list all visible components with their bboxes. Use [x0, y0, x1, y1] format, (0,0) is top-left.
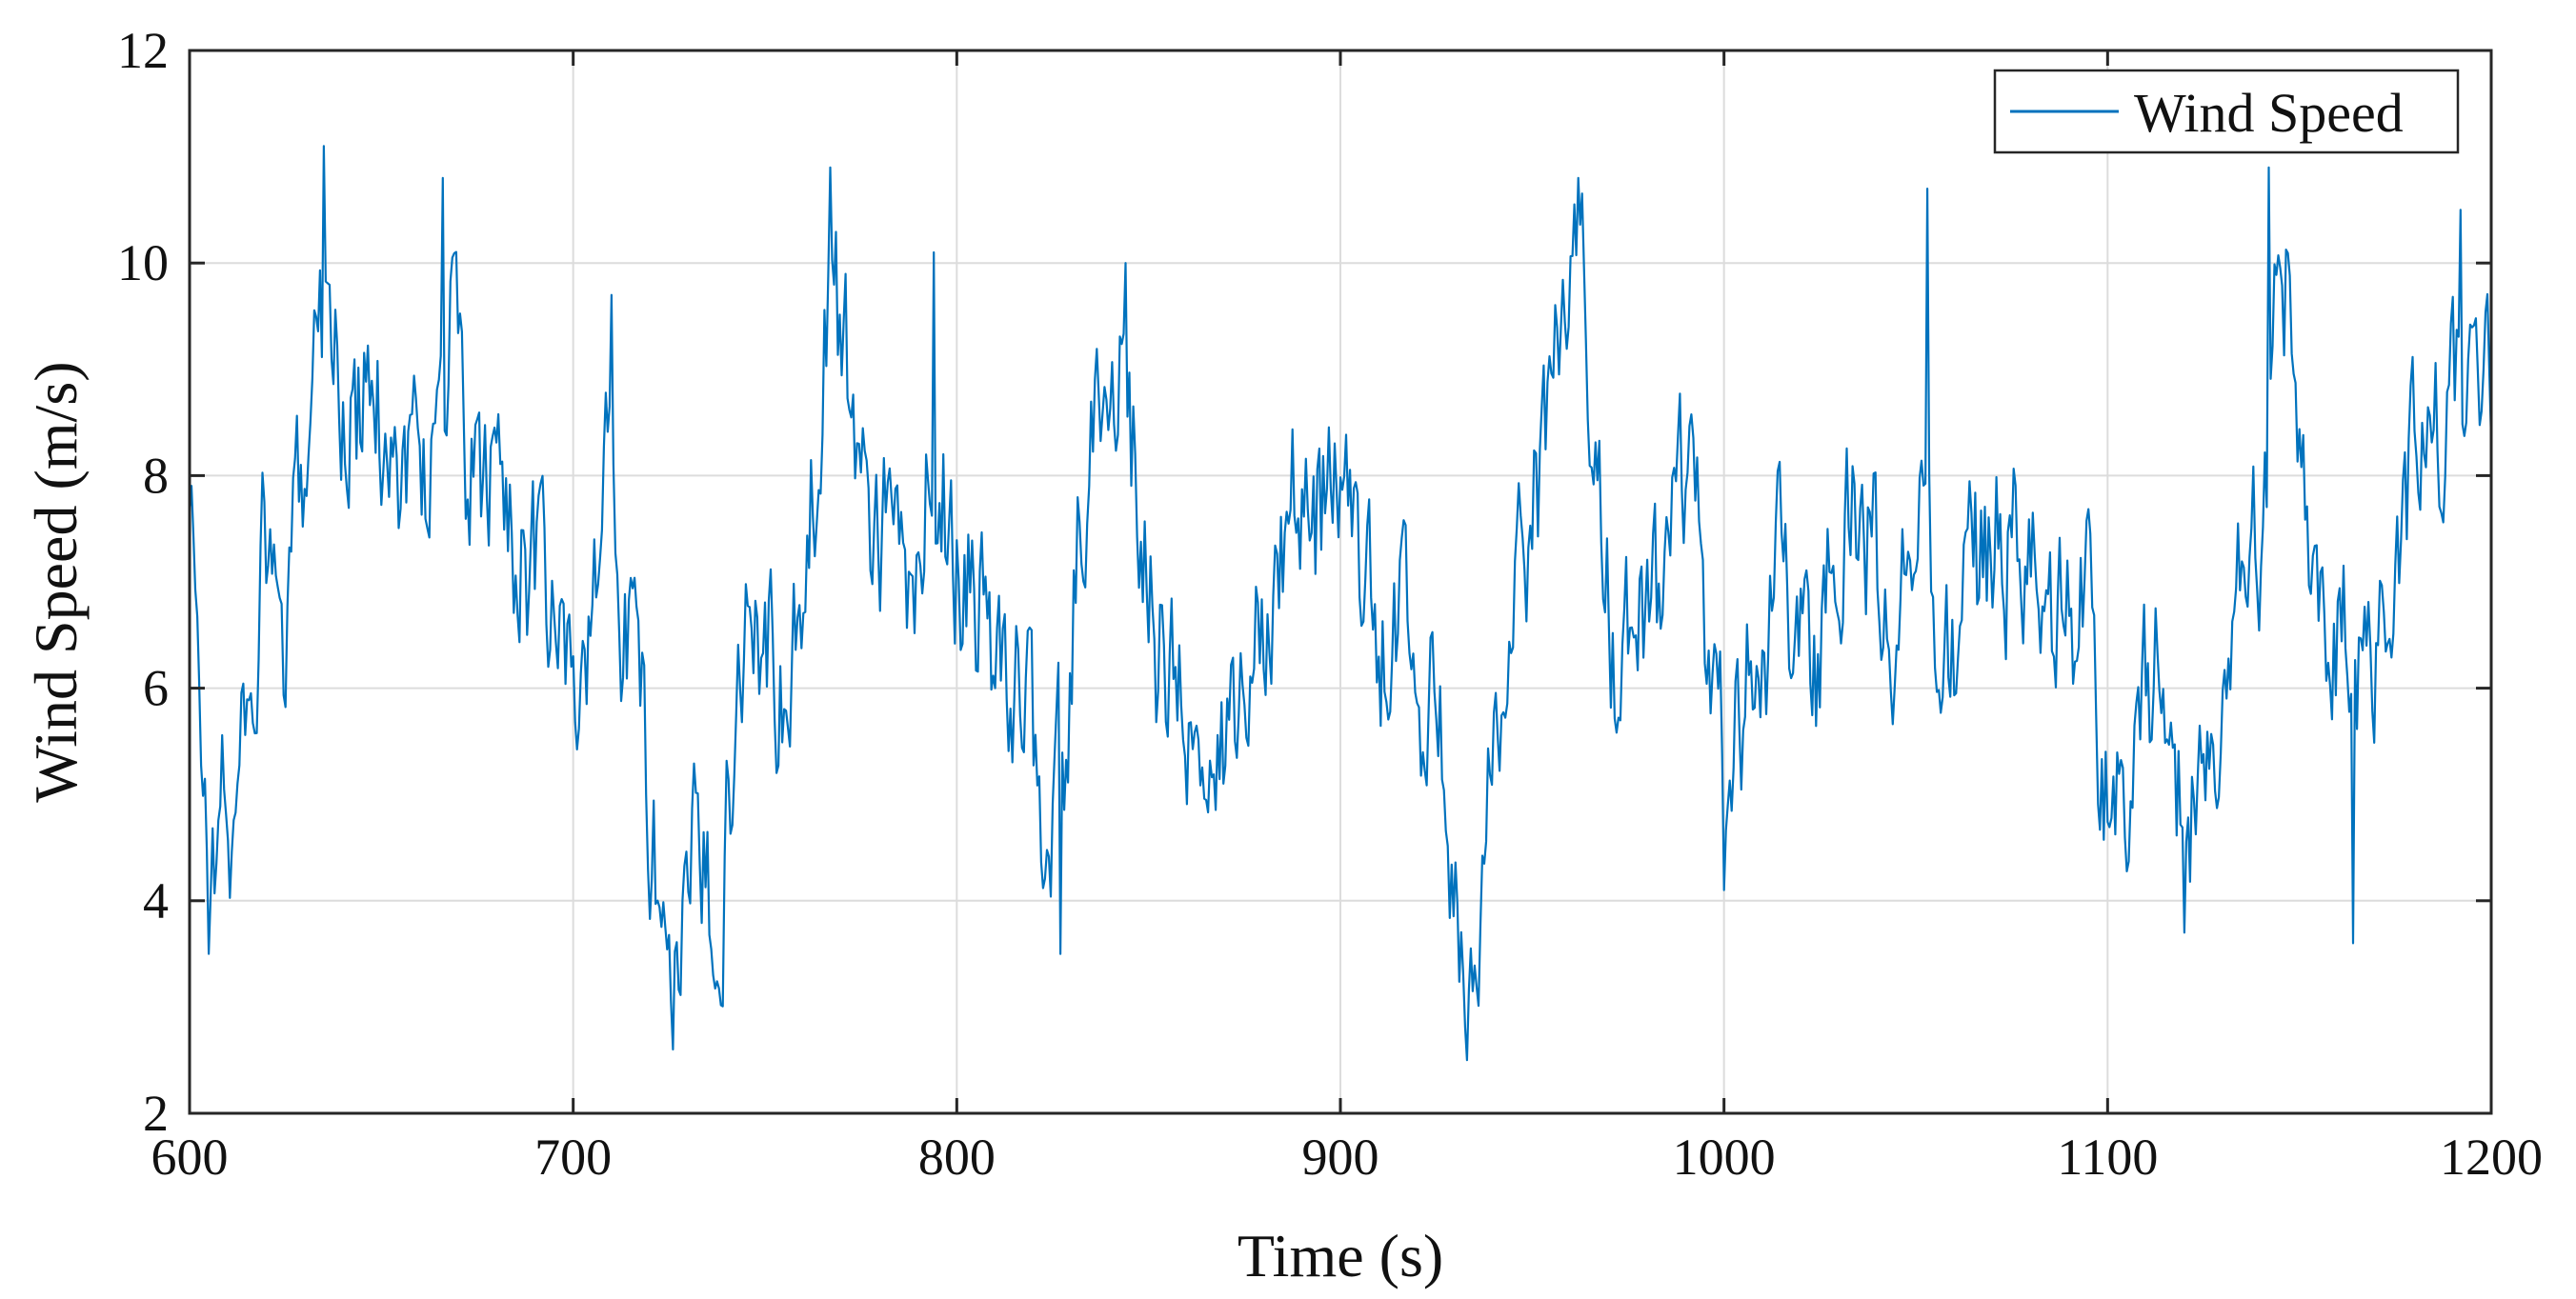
y-tick-label: 4	[143, 872, 169, 929]
x-tick-label: 1000	[1673, 1129, 1776, 1186]
axis-ticks	[188, 49, 2493, 1115]
x-axis-label: Time (s)	[1238, 1222, 1443, 1289]
x-tick-label: 800	[918, 1129, 996, 1186]
y-tick-label: 2	[143, 1085, 169, 1142]
legend-label-wind-speed: Wind Speed	[2134, 82, 2404, 144]
y-axis-label: Wind Speed (m/s)	[22, 361, 90, 802]
y-tick-labels: 2 4 6 8 10 12	[117, 22, 169, 1142]
x-tick-label: 1200	[2440, 1129, 2543, 1186]
y-tick-label: 6	[143, 660, 169, 717]
y-tick-label: 10	[117, 234, 169, 291]
legend: Wind Speed	[1993, 69, 2460, 154]
x-tick-label: 700	[534, 1129, 612, 1186]
y-tick-label: 8	[143, 447, 169, 504]
series-line-wind-speed	[188, 145, 2493, 1062]
x-tick-labels: 600 700 800 900 1000 1100 1200	[151, 1129, 2544, 1186]
y-tick-label: 12	[117, 22, 169, 79]
x-tick-label: 600	[151, 1129, 229, 1186]
plot-area	[188, 145, 2493, 1062]
x-tick-label: 1100	[2057, 1129, 2158, 1186]
x-tick-label: 900	[1302, 1129, 1379, 1186]
